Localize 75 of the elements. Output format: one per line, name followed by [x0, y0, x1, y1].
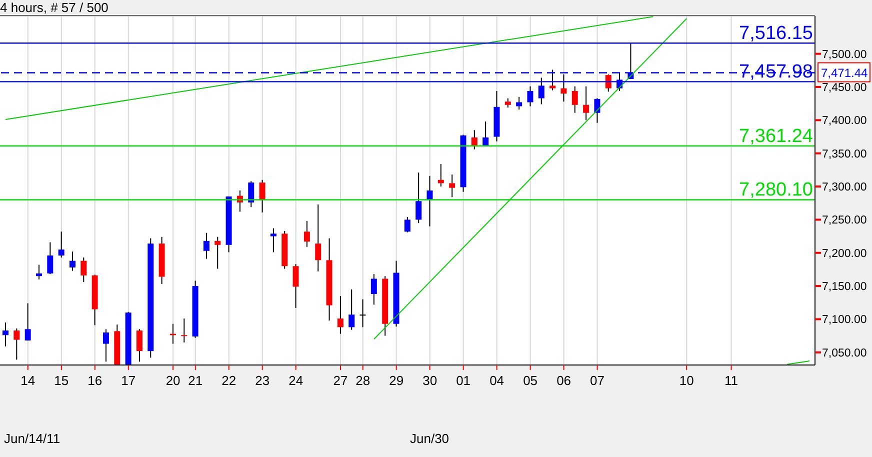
x-tick-label: 17: [121, 373, 136, 388]
y-tick-label: 7,150.00: [822, 281, 867, 294]
candlestick: [69, 251, 76, 272]
text: Jun/30: [410, 431, 450, 446]
x-tick-label: 07: [590, 373, 605, 388]
y-tick-label: 7,450.00: [822, 82, 867, 94]
candlestick: [181, 318, 188, 343]
candlestick: [471, 130, 478, 150]
y-tick-label: 7,400.00: [822, 115, 867, 128]
x-tick-label: 14: [20, 373, 36, 388]
candlestick: [416, 172, 422, 224]
candlestick: [102, 328, 109, 362]
candlestick: [24, 302, 31, 341]
candlestick: [438, 163, 444, 188]
x-tick-label: 21: [188, 373, 203, 388]
candlestick: [449, 174, 456, 198]
x-tick-label: 28: [356, 373, 370, 388]
candlestick: [560, 74, 567, 102]
candlestick: [2, 322, 8, 347]
candlestick: [304, 220, 310, 248]
candlestick: [47, 242, 54, 275]
x-tick-label: 30: [422, 373, 438, 388]
y-tick-label: 7,050.00: [822, 347, 867, 360]
candlestick: [14, 328, 20, 360]
candlestick: [426, 175, 433, 227]
candlestick: [270, 228, 276, 253]
candlestick: [550, 69, 556, 91]
candlestick: [370, 274, 377, 306]
x-tick-label: 24: [288, 373, 304, 388]
candlestick: [482, 120, 489, 147]
candlestick: [315, 204, 322, 272]
ref-line-label: 7,361.24: [739, 126, 814, 147]
x-tick-label: 06: [556, 373, 572, 388]
candlestick: [136, 328, 142, 362]
text: Jun/14/11: [4, 431, 60, 446]
y-tick-label: 7,300.00: [822, 182, 867, 194]
x-tick-label: 23: [255, 373, 270, 388]
y-tick-label: 7,350.00: [822, 148, 867, 160]
candlestick: [80, 257, 87, 283]
x-tick-label: 22: [222, 373, 236, 388]
candlestick: [259, 179, 266, 213]
candlestick: [583, 86, 590, 121]
x-tick-label: 11: [724, 373, 738, 388]
x-tick-label: 16: [88, 373, 102, 388]
chart-title: 4 hours, # 57 / 500: [0, 0, 815, 16]
x-tick-label: 05: [523, 373, 538, 388]
candlestick: [248, 180, 254, 208]
x-tick-label: 29: [389, 373, 404, 388]
candlestick: [572, 86, 578, 114]
candlestick: [214, 236, 221, 270]
candlestick: [605, 74, 612, 92]
candlestick: [58, 231, 64, 258]
x-tick-label: 10: [679, 373, 694, 388]
candlestick: [348, 288, 355, 330]
candlestick: [360, 298, 366, 328]
ref-line-label: 7,471.44: [821, 66, 868, 80]
candlestick: [594, 98, 600, 124]
ref-line-label: 7,280.10: [739, 180, 813, 201]
candlestick: [292, 264, 299, 308]
x-tick-label: 15: [54, 373, 69, 388]
x-tick-label: 20: [166, 373, 180, 388]
x-tick-label: 27: [333, 373, 348, 388]
y-tick-label: 7,500.00: [822, 48, 867, 61]
candlestick: [203, 232, 210, 260]
x-tick-label: 04: [490, 373, 504, 388]
candlestick: [404, 216, 410, 233]
y-tick-label: 7,200.00: [822, 248, 867, 260]
ref-line-label: 7,516.15: [739, 23, 813, 44]
candlestick: [36, 264, 42, 280]
y-tick-label: 7,100.00: [822, 314, 867, 326]
candlestick: [504, 98, 511, 108]
candlestick: [527, 86, 534, 107]
candlestick: [337, 295, 344, 334]
y-tick-label: 7,250.00: [822, 214, 867, 227]
x-tick-label: 01: [456, 373, 471, 388]
